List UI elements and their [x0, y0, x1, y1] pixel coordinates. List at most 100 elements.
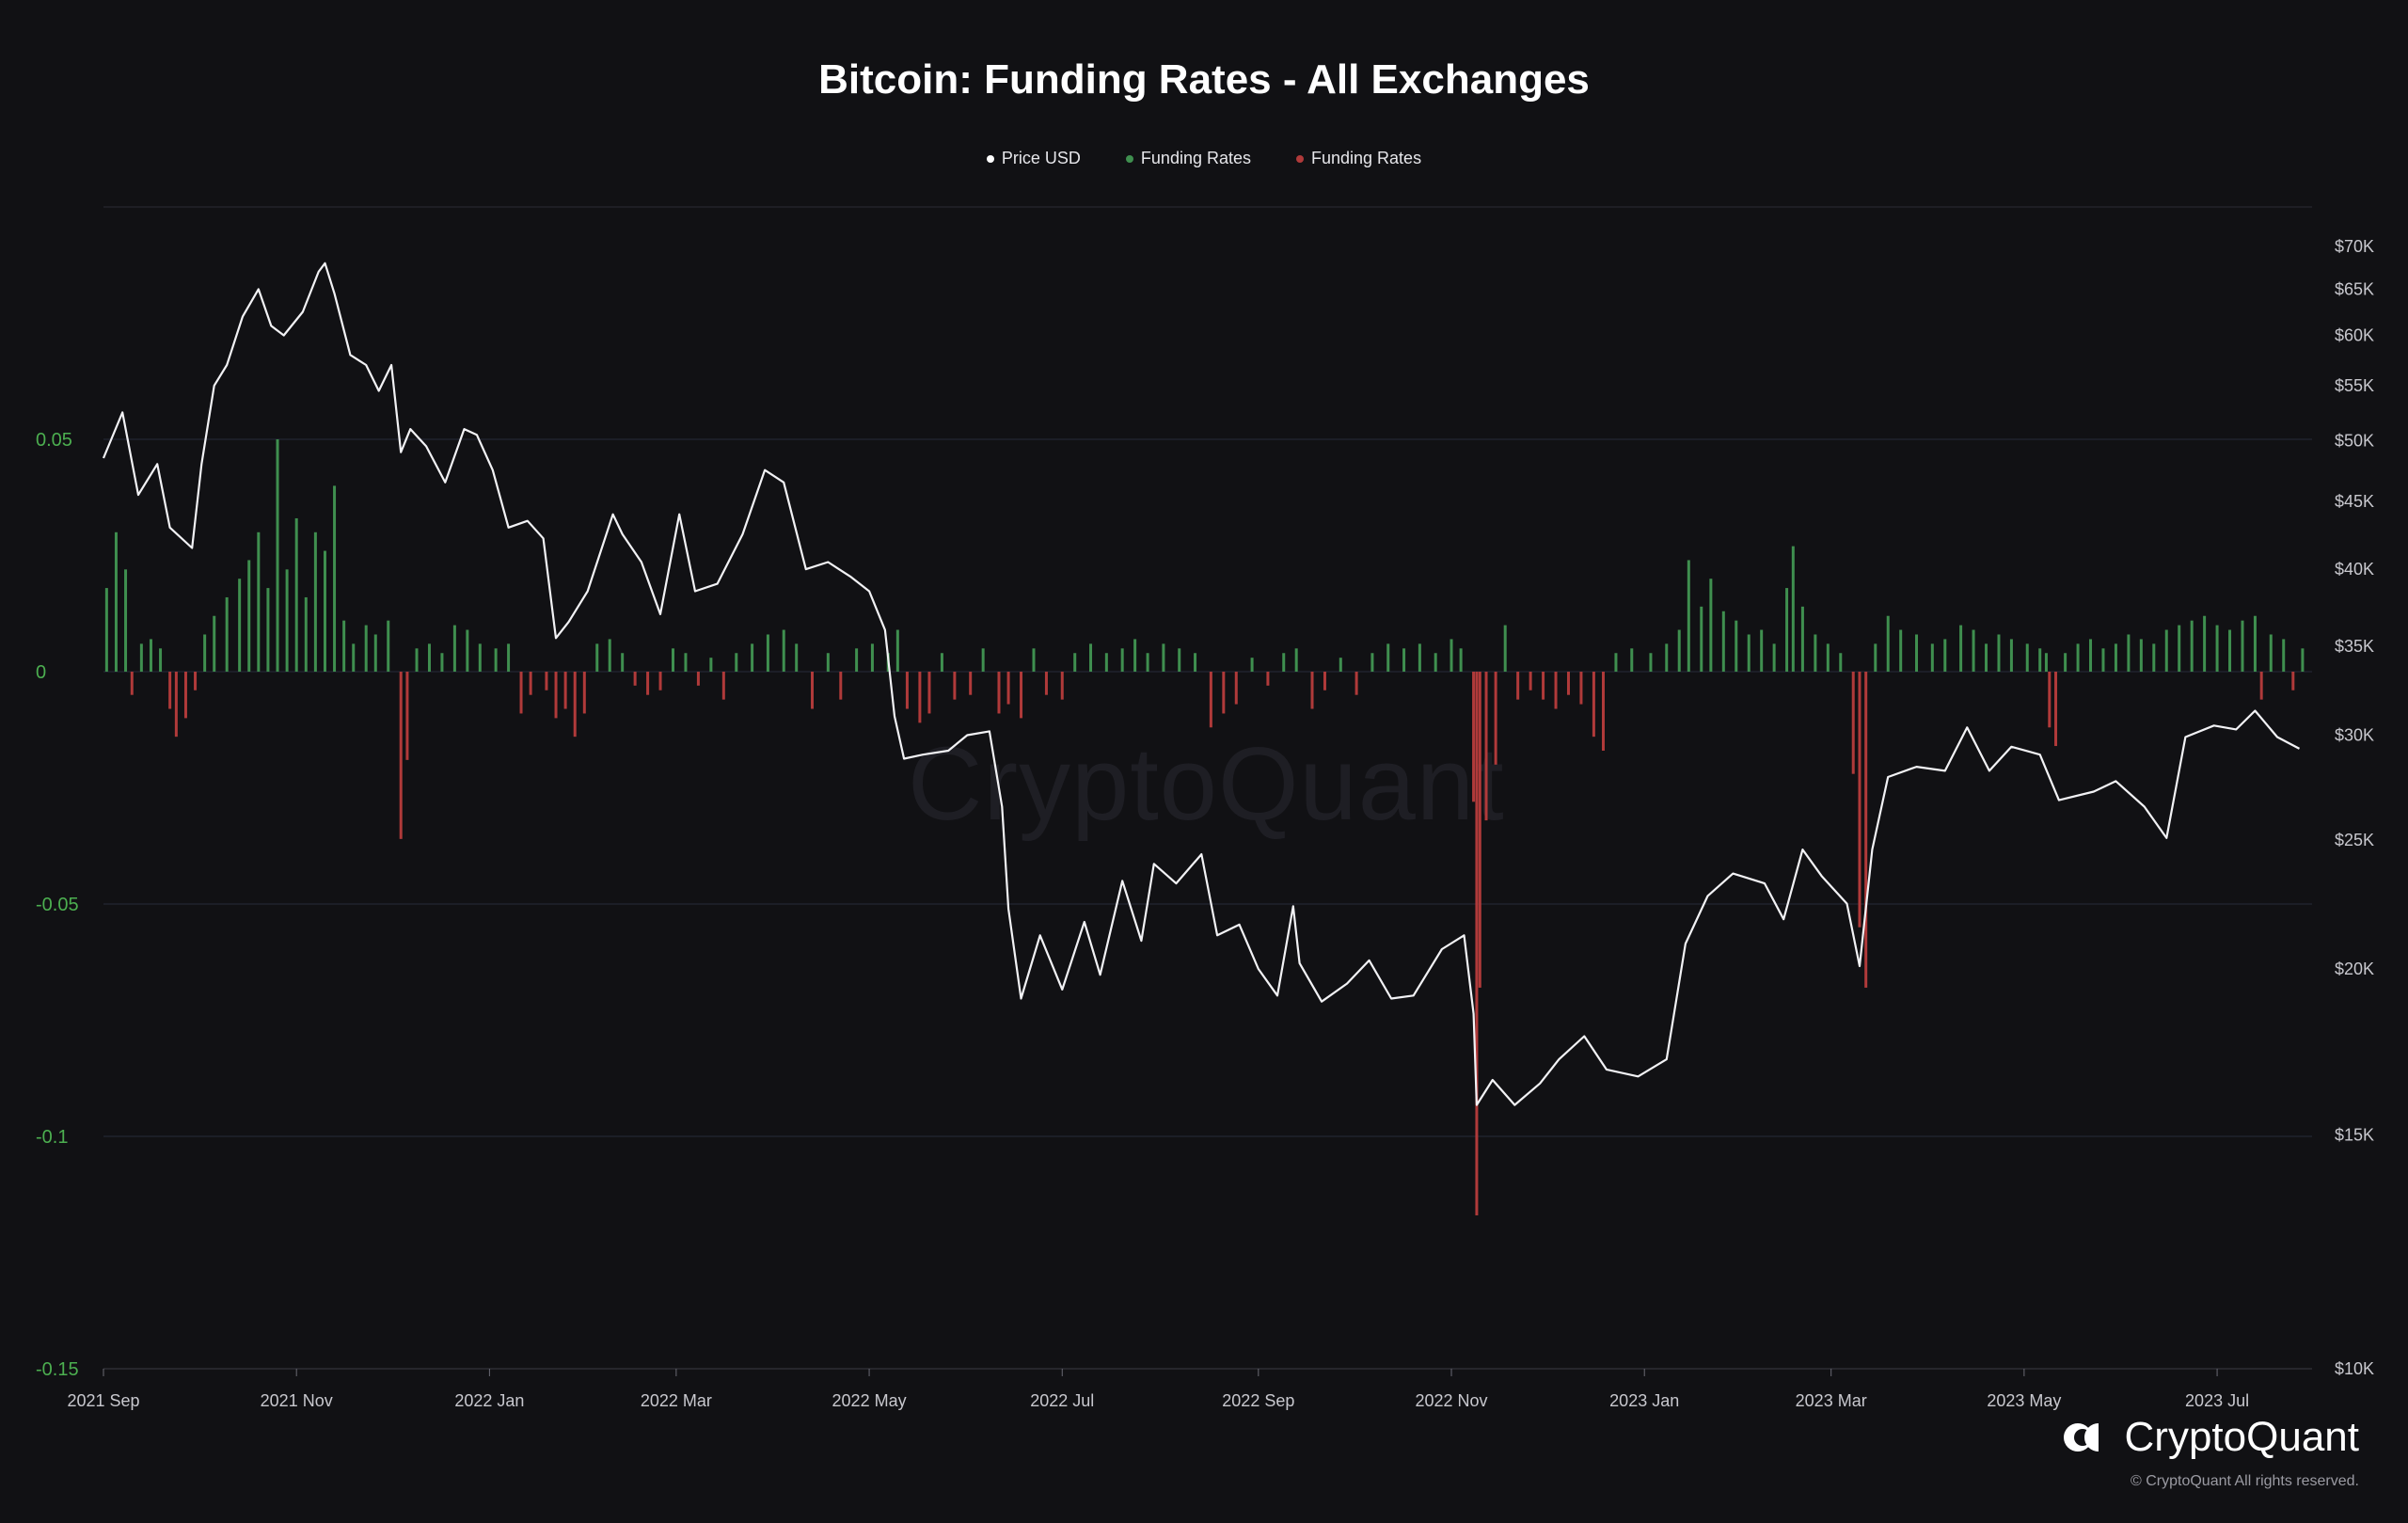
funding-rate-bar [1709, 579, 1713, 672]
price-line-layer [102, 262, 2301, 1106]
funding-rate-bar [2089, 639, 2093, 672]
right-axis-tick-label: $20K [2335, 960, 2374, 978]
funding-rate-bar [1310, 672, 1314, 709]
funding-rate-bar [466, 629, 469, 672]
funding-rate-bar [709, 658, 713, 672]
funding-rate-bar [633, 672, 637, 686]
funding-rate-bar [696, 672, 700, 686]
legend-item-funding-negative[interactable]: Funding Rates [1296, 149, 1421, 168]
funding-rate-bar [2009, 639, 2013, 672]
funding-rate-bar [257, 531, 261, 672]
right-axis-tick-label: $30K [2335, 725, 2374, 744]
funding-rate-bar [658, 672, 662, 690]
legend-dot-funding-positive [1125, 154, 1133, 163]
funding-rate-bar [1800, 606, 1804, 672]
funding-rate-bar [1529, 672, 1532, 690]
funding-rate-bar [1997, 634, 2001, 672]
funding-rate-bar [238, 579, 242, 672]
funding-rate-bar [1826, 643, 1830, 672]
funding-rate-bar [1566, 672, 1570, 695]
left-axis-tick-label: 0.05 [36, 430, 72, 451]
funding-rate-bar [582, 672, 586, 714]
funding-rate-bar [1943, 639, 1947, 672]
x-axis-tick-label: 2023 Mar [1796, 1391, 1867, 1410]
funding-rate-bar [2025, 643, 2029, 672]
funding-rate-bar [114, 531, 118, 672]
x-axis-tick-label: 2021 Nov [261, 1391, 333, 1410]
chart-title: Bitcoin: Funding Rates - All Exchanges [818, 56, 1590, 103]
funding-rate-bar [855, 648, 859, 672]
cryptoquant-logo-icon [2063, 1420, 2114, 1454]
funding-rate-bar [811, 672, 815, 709]
funding-rate-bar [304, 596, 308, 672]
funding-rate-bar [1044, 672, 1048, 695]
right-axis-tick-label: $40K [2335, 560, 2374, 579]
funding-rate-bar [415, 648, 419, 672]
funding-rate-bar [225, 596, 229, 672]
funding-rate-bar [373, 634, 377, 672]
x-axis-tick-label: 2023 Jan [1609, 1391, 1679, 1410]
funding-rate-bar [1791, 546, 1795, 672]
funding-rate-bar [1959, 625, 1963, 672]
funding-rate-bar [1554, 672, 1558, 709]
funding-rate-bar [130, 672, 134, 695]
funding-rate-bar [1700, 606, 1703, 672]
x-axis-tick-label: 2022 May [832, 1391, 907, 1410]
funding-rate-bar [1503, 625, 1507, 672]
funding-rate-bar [2054, 672, 2058, 747]
funding-rate-bar [1294, 648, 1298, 672]
funding-rate-bar [1209, 672, 1212, 728]
funding-rate-bar [1250, 658, 1254, 672]
funding-rate-bar [2241, 620, 2244, 672]
right-axis-tick-label: $65K [2335, 279, 2374, 298]
funding-rate-bar [1930, 643, 1934, 672]
funding-rate-bar [1459, 648, 1463, 672]
funding-rate-bar [563, 672, 567, 709]
funding-rate-bar [1234, 672, 1238, 705]
funding-rate-bar [1133, 639, 1137, 672]
funding-rate-bar [440, 653, 444, 672]
funding-rate-bar [2044, 653, 2048, 672]
funding-rate-bar [2203, 615, 2207, 672]
x-axis-tick-label: 2022 Jul [1030, 1391, 1094, 1410]
funding-rate-bar [1073, 653, 1077, 672]
legend-item-price[interactable]: Price USD [986, 149, 1081, 168]
x-axis-tick-label: 2022 Nov [1415, 1391, 1487, 1410]
funding-rate-bar [124, 569, 128, 672]
funding-rate-bar [1851, 672, 1855, 774]
funding-rate-bar [554, 672, 558, 719]
funding-rate-bar [1899, 629, 1903, 672]
funding-rate-bar [364, 625, 368, 672]
x-axis-tick-label: 2022 Jan [454, 1391, 524, 1410]
funding-rate-bar [672, 648, 675, 672]
funding-rate-bar [507, 643, 511, 672]
funding-rate-bar [1760, 629, 1764, 672]
funding-rate-bar [2291, 672, 2295, 690]
legend-dot-price [986, 154, 994, 163]
funding-rate-bar [1354, 672, 1358, 695]
funding-rate-bar [782, 629, 785, 672]
funding-rate-bar [494, 648, 498, 672]
funding-rate-bar [1864, 672, 1868, 988]
chart-legend: Price USD Funding Rates Funding Rates [0, 149, 2408, 168]
right-axis-tick-label: $35K [2335, 637, 2374, 656]
x-axis-tick-label: 2022 Sep [1222, 1391, 1294, 1410]
left-axis-tick-label: -0.05 [36, 895, 79, 915]
funding-rate-bar [826, 653, 830, 672]
funding-rate-bar [1434, 653, 1437, 672]
legend-item-funding-positive[interactable]: Funding Rates [1125, 149, 1251, 168]
funding-rate-bar [895, 629, 899, 672]
funding-rate-bar [1972, 629, 1975, 672]
funding-rate-bar [2282, 639, 2286, 672]
funding-rate-bar [721, 672, 725, 700]
funding-rate-bar [387, 620, 390, 672]
funding-rate-bar [183, 672, 187, 719]
funding-rate-bar [452, 625, 456, 672]
funding-rate-bar [766, 634, 769, 672]
funding-rate-bar [595, 643, 599, 672]
funding-rate-bar [529, 672, 532, 695]
funding-rate-bar [1266, 672, 1270, 686]
funding-rate-bar [2178, 625, 2181, 672]
funding-rate-bar [1162, 643, 1165, 672]
